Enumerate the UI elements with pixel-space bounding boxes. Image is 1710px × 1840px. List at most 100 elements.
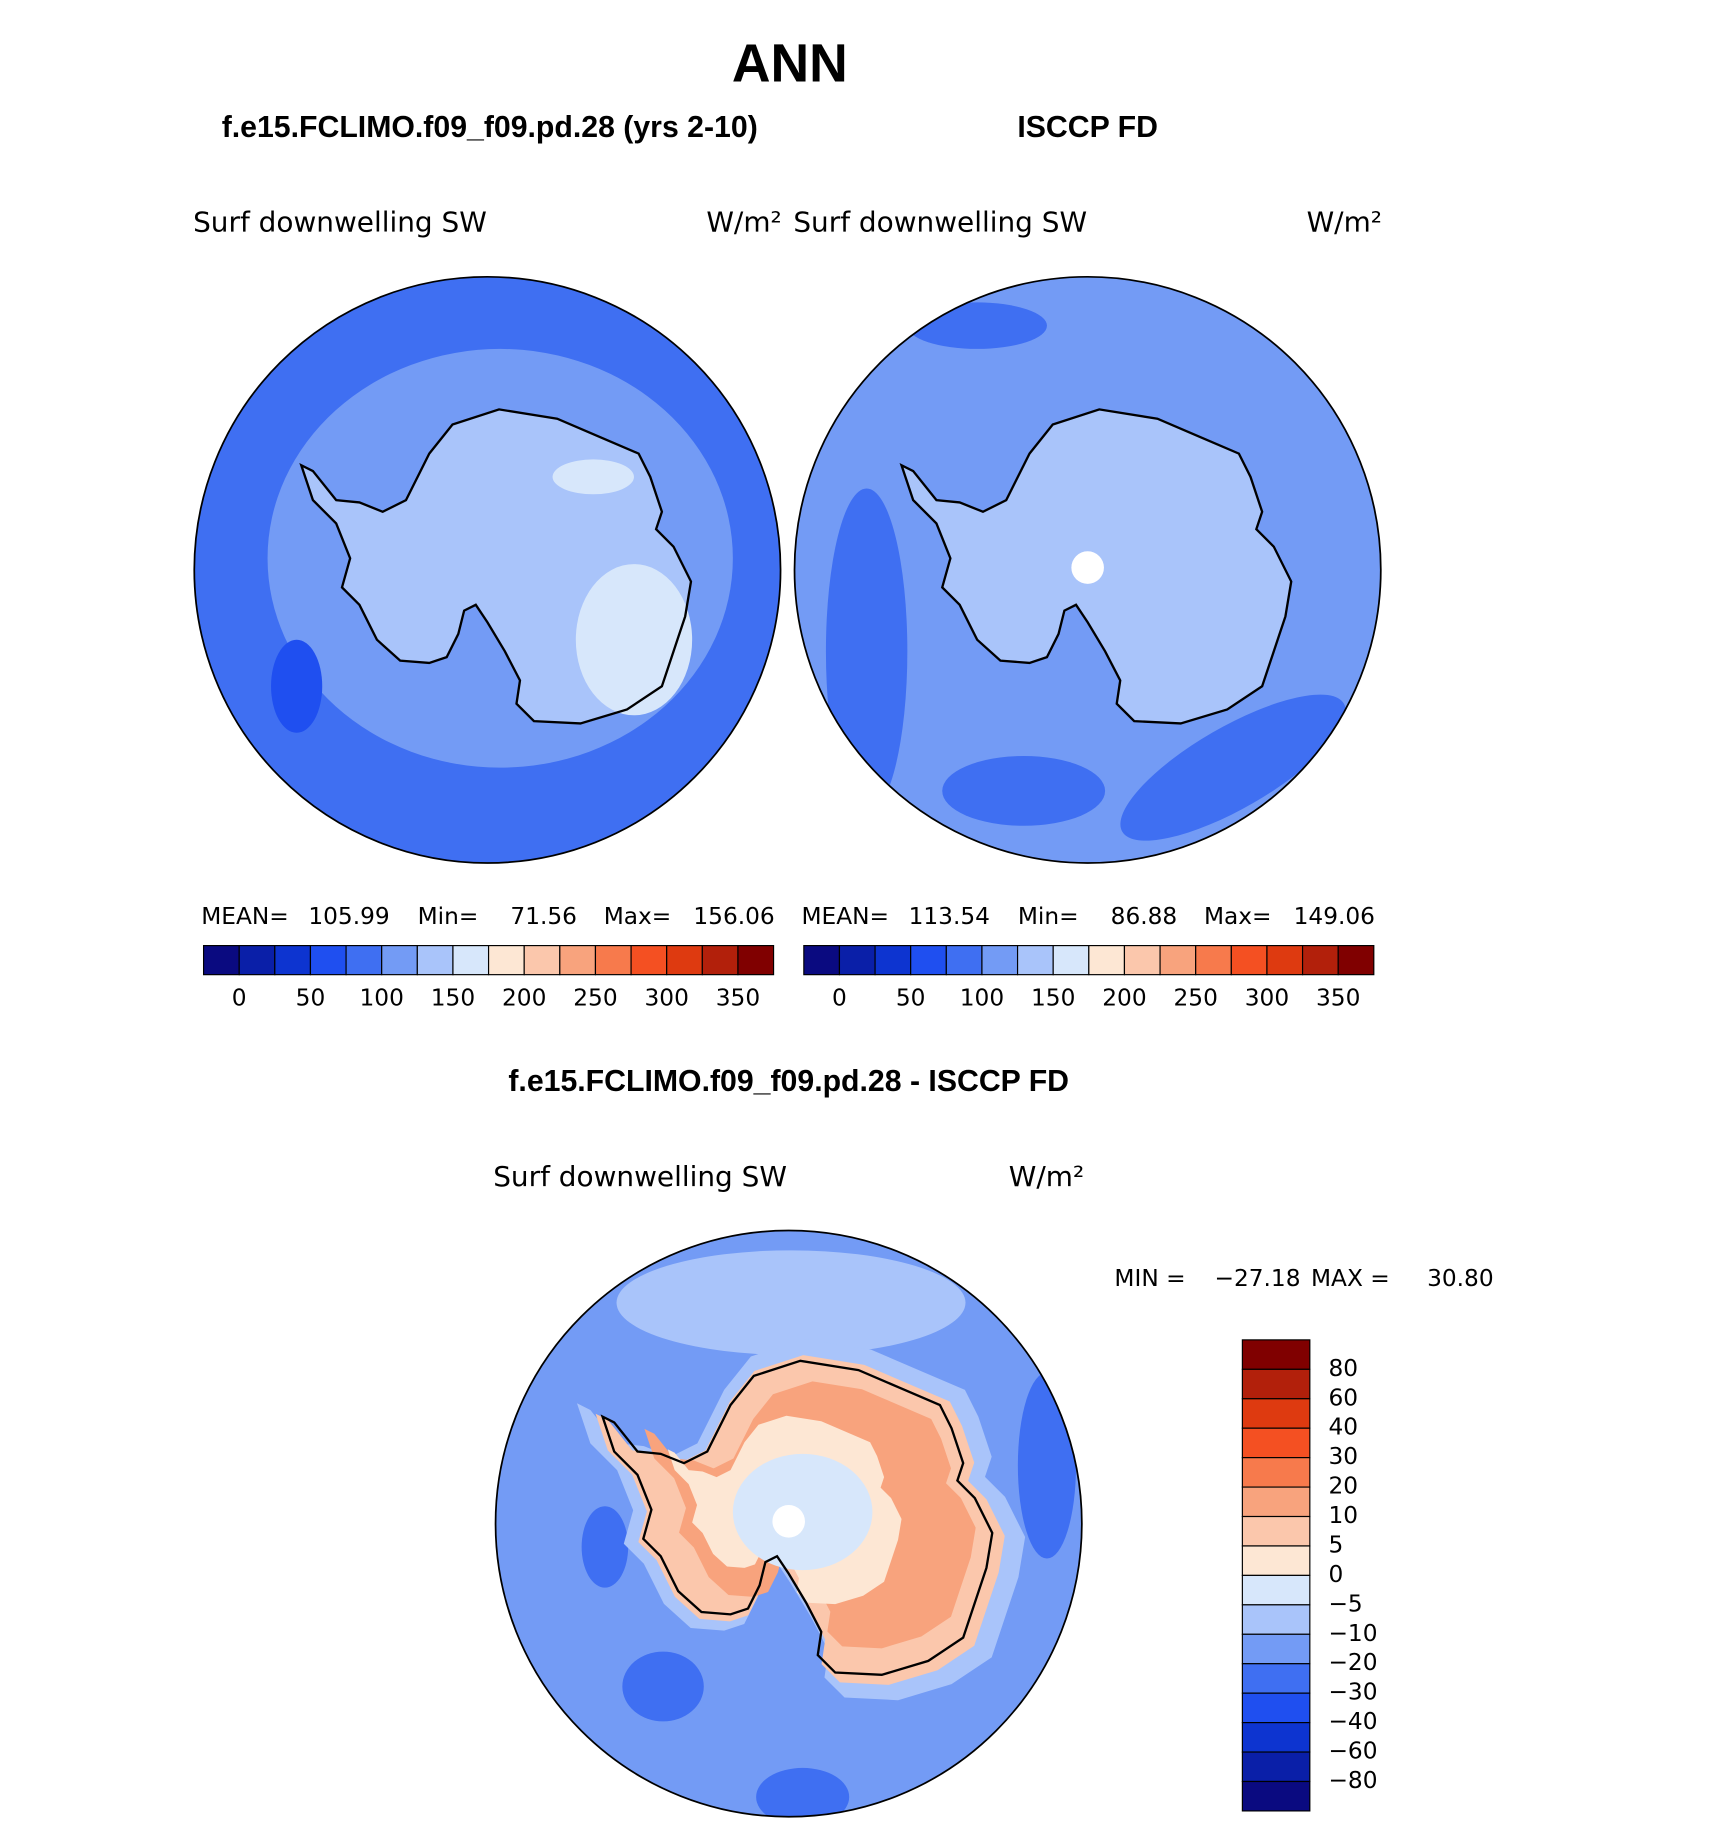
map bbox=[794, 276, 1381, 864]
colorbar-box bbox=[1241, 1398, 1311, 1429]
colorbar-tick-label: 100 bbox=[359, 985, 403, 1012]
stat-label: Max= bbox=[1204, 903, 1272, 930]
colorbar-tick-label: −60 bbox=[1328, 1738, 1377, 1765]
colorbar-box bbox=[666, 945, 703, 976]
map-border bbox=[793, 275, 1382, 864]
stat-label: Max= bbox=[604, 903, 672, 930]
colorbar-tick-label: 250 bbox=[573, 985, 617, 1012]
colorbar-box bbox=[202, 945, 240, 976]
colorbar-box bbox=[1159, 945, 1197, 976]
colorbar-box bbox=[910, 945, 947, 976]
stat-value: 149.06 bbox=[1294, 903, 1375, 930]
colorbar-tick-label: 150 bbox=[431, 985, 475, 1012]
colorbar-box bbox=[1241, 1663, 1311, 1694]
colorbar-box bbox=[487, 945, 525, 976]
stat-value: 156.06 bbox=[693, 903, 774, 930]
stat-label: MEAN= bbox=[201, 903, 289, 930]
colorbar-box bbox=[630, 945, 668, 976]
stat-value: 105.99 bbox=[308, 903, 389, 930]
colorbar-tick-label: 0 bbox=[832, 985, 847, 1012]
colorbar-box bbox=[1241, 1604, 1311, 1635]
colorbar-box bbox=[981, 945, 1019, 976]
stat-label: Min= bbox=[1018, 903, 1079, 930]
colorbar-tick-label: 200 bbox=[1102, 985, 1146, 1012]
colorbar-box bbox=[1241, 1368, 1311, 1400]
colorbar-box bbox=[1052, 945, 1090, 976]
colorbar-box bbox=[1241, 1427, 1311, 1459]
colorbar-tick-label: 30 bbox=[1328, 1443, 1358, 1470]
colorbar-tick-label: 20 bbox=[1328, 1473, 1358, 1500]
colorbar-tick-label: 300 bbox=[1245, 985, 1289, 1012]
colorbar-tick-label: 10 bbox=[1328, 1502, 1358, 1529]
colorbar-tick-label: 60 bbox=[1328, 1384, 1358, 1411]
colorbar-box bbox=[274, 945, 312, 976]
stat-value: 113.54 bbox=[909, 903, 990, 930]
stat-value: 86.88 bbox=[1111, 903, 1178, 930]
colorbar-box bbox=[559, 945, 597, 976]
colorbar-tick-label: 250 bbox=[1173, 985, 1217, 1012]
colorbar-tick-label: 50 bbox=[896, 985, 926, 1012]
colorbar-box bbox=[523, 945, 561, 976]
stat-label: MAX = bbox=[1311, 1265, 1390, 1292]
stat-label: Min= bbox=[418, 903, 479, 930]
colorbar-box bbox=[381, 945, 418, 976]
colorbar-box bbox=[1241, 1486, 1311, 1518]
colorbar-box bbox=[594, 945, 632, 976]
colorbar-box bbox=[1241, 1692, 1311, 1724]
colorbar-box bbox=[1241, 1722, 1311, 1753]
colorbar-box bbox=[1241, 1751, 1311, 1783]
colorbar-tick-label: 80 bbox=[1328, 1355, 1358, 1382]
colorbar-box bbox=[701, 945, 739, 976]
colorbar-box bbox=[416, 945, 454, 976]
colorbar-box bbox=[1266, 945, 1304, 976]
stat-label: MEAN= bbox=[801, 903, 889, 930]
colorbar-tick-label: 350 bbox=[716, 985, 760, 1012]
colorbar-box bbox=[1241, 1339, 1311, 1370]
colorbar-tick-label: 5 bbox=[1328, 1531, 1343, 1558]
variable-label: Surf downwelling SW bbox=[493, 1160, 787, 1193]
colorbar-tick-label: 40 bbox=[1328, 1414, 1358, 1441]
colorbar-box bbox=[1230, 945, 1268, 976]
colorbar-box bbox=[1301, 945, 1339, 976]
colorbar-tick-label: 50 bbox=[296, 985, 326, 1012]
colorbar-tick-label: −80 bbox=[1328, 1767, 1377, 1794]
colorbar-box bbox=[1241, 1545, 1311, 1576]
colorbar-tick-label: −40 bbox=[1328, 1708, 1377, 1735]
variable-label: Surf downwelling SW bbox=[793, 205, 1087, 238]
colorbar-box bbox=[452, 945, 490, 976]
panel-title: ISCCP FD bbox=[1017, 111, 1158, 144]
colorbar-box bbox=[1337, 945, 1375, 976]
colorbar-box bbox=[345, 945, 383, 976]
units-label: W/m² bbox=[1307, 205, 1382, 238]
colorbar-tick-label: 0 bbox=[1328, 1561, 1343, 1588]
colorbar-tick-label: 100 bbox=[960, 985, 1004, 1012]
colorbar-box bbox=[1241, 1515, 1311, 1547]
colorbar-box bbox=[1016, 945, 1054, 976]
colorbar-tick-label: −10 bbox=[1328, 1620, 1377, 1647]
colorbar-box bbox=[1123, 945, 1161, 976]
colorbar-tick-label: 300 bbox=[644, 985, 688, 1012]
panel-title: f.e15.FCLIMO.f09_f09.pd.28 - ISCCP FD bbox=[508, 1065, 1069, 1098]
colorbar-box bbox=[1195, 945, 1232, 976]
colorbar-box bbox=[838, 945, 876, 976]
colorbar-box bbox=[238, 945, 276, 976]
stat-value: 71.56 bbox=[510, 903, 577, 930]
stat-value: −27.18 bbox=[1214, 1265, 1300, 1292]
map-border bbox=[193, 275, 782, 864]
colorbar-box bbox=[1241, 1457, 1311, 1488]
colorbar-tick-label: 200 bbox=[502, 985, 546, 1012]
map bbox=[194, 276, 781, 864]
colorbar-box bbox=[309, 945, 347, 976]
map-border bbox=[494, 1229, 1083, 1818]
units-label: W/m² bbox=[1009, 1160, 1084, 1193]
colorbar-box bbox=[1088, 945, 1126, 976]
variable-label: Surf downwelling SW bbox=[193, 205, 487, 238]
colorbar-tick-label: 150 bbox=[1031, 985, 1075, 1012]
colorbar-tick-label: −5 bbox=[1328, 1590, 1362, 1617]
colorbar-box bbox=[1241, 1574, 1311, 1606]
colorbar-tick-label: −20 bbox=[1328, 1649, 1377, 1676]
panel-title: f.e15.FCLIMO.f09_f09.pd.28 (yrs 2-10) bbox=[222, 111, 758, 144]
colorbar-tick-label: 0 bbox=[232, 985, 247, 1012]
units-label: W/m² bbox=[706, 205, 781, 238]
